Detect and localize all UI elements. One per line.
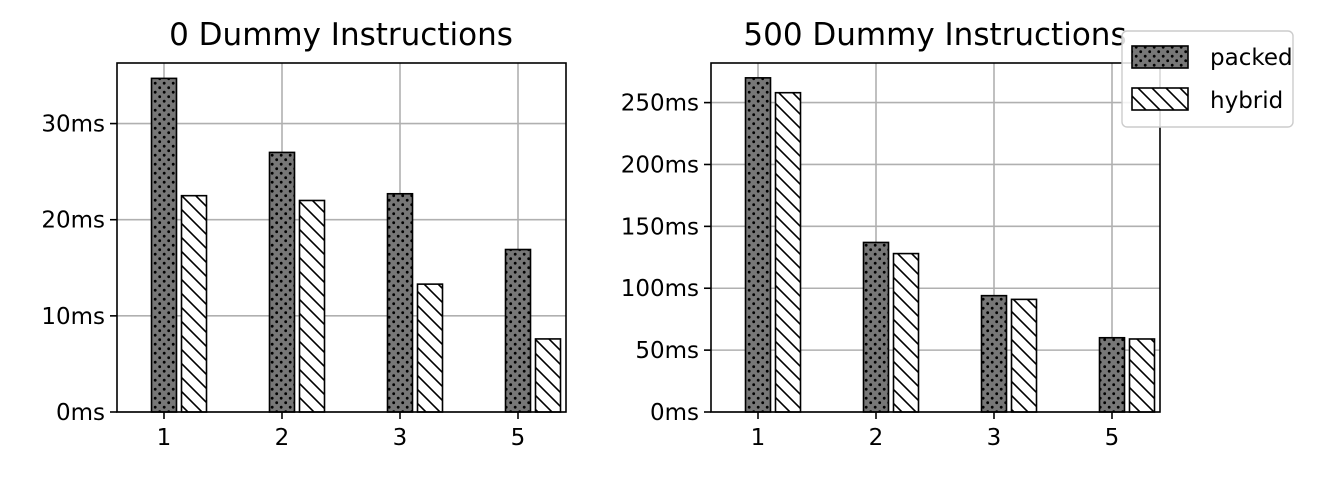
y-tick-label: 50ms	[635, 338, 699, 364]
x-tick-label: 3	[393, 425, 408, 451]
bar-packed-5	[1098, 336, 1126, 413]
bar-hybrid-1	[180, 194, 208, 413]
bar-hybrid-5	[534, 338, 562, 413]
plot-frame	[116, 62, 567, 413]
y-tick-label: 0ms	[650, 400, 699, 426]
plot-frame	[710, 62, 1161, 413]
legend-swatch-packed	[1131, 45, 1189, 69]
legend-label-hybrid: hybrid	[1210, 88, 1283, 114]
x-tick-label: 1	[157, 425, 172, 451]
y-tick-label: 20ms	[41, 208, 105, 234]
bar-hybrid-2	[892, 252, 920, 413]
x-tick-label: 2	[275, 425, 290, 451]
chart-title: 0 Dummy Instructions	[169, 17, 513, 53]
y-tick-label: 10ms	[41, 304, 105, 330]
bar-packed-2	[268, 151, 296, 413]
x-tick-label: 5	[511, 425, 526, 451]
bar-packed-2	[862, 241, 890, 413]
y-tick-label: 30ms	[41, 112, 105, 138]
bar-packed-1	[744, 77, 772, 413]
y-tick-label: 0ms	[56, 400, 105, 426]
y-tick-label: 200ms	[621, 152, 699, 178]
chart-title: 500 Dummy Instructions	[743, 17, 1126, 53]
bar-packed-5	[504, 248, 532, 413]
chart-500-dummy-instructions: 500 Dummy Instructions 1 2 3 50ms50ms100ms1…	[621, 17, 1161, 451]
bar-packed-3	[980, 294, 1008, 413]
bar-packed-3	[386, 192, 414, 413]
x-tick-label: 5	[1105, 425, 1120, 451]
x-tick-label: 3	[987, 425, 1002, 451]
y-tick-label: 150ms	[621, 214, 699, 240]
bar-hybrid-1	[774, 91, 802, 413]
bar-hybrid-2	[298, 199, 326, 413]
x-tick-label: 1	[751, 425, 766, 451]
legend-label-packed: packed	[1210, 45, 1293, 71]
legend: packed hybrid	[1121, 30, 1294, 128]
bar-hybrid-3	[1010, 298, 1038, 413]
bar-packed-1	[150, 77, 178, 413]
y-tick-label: 250ms	[621, 91, 699, 117]
chart-0-dummy-instructions: 0 Dummy Instructions 1 2 3 5 0ms 10ms 20ms 30ms	[41, 17, 567, 451]
bar-hybrid-3	[416, 283, 444, 413]
bar-hybrid-5	[1128, 338, 1156, 413]
x-tick-label: 2	[869, 425, 884, 451]
legend-swatch-hybrid	[1131, 87, 1189, 111]
y-tick-label: 100ms	[621, 276, 699, 302]
